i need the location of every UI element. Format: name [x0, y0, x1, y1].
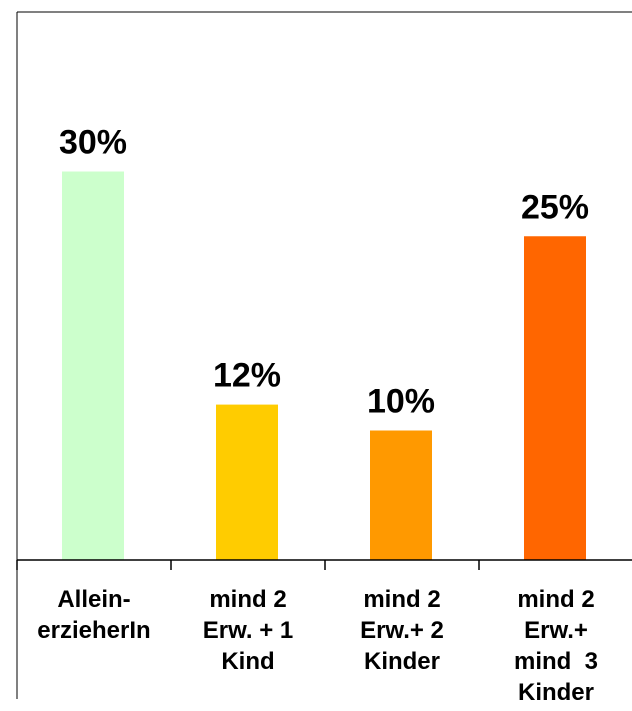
- bar-value-label: 25%: [521, 188, 589, 226]
- bars-group: [62, 171, 586, 560]
- bar-value-label: 12%: [213, 357, 281, 395]
- category-label: mind 2: [517, 586, 594, 613]
- category-label: Allein-: [57, 586, 130, 613]
- bar: [216, 404, 278, 560]
- category-label: mind 3: [514, 648, 598, 675]
- bar: [370, 430, 432, 560]
- bar-value-label: 30%: [59, 124, 127, 162]
- x-axis-ticks: [16, 560, 480, 570]
- category-label: Kinder: [364, 648, 440, 675]
- bar: [62, 171, 124, 560]
- category-labels-group: Allein-erzieherIn mind 2 Erw. + 1 Kind mind …: [37, 586, 598, 706]
- bar-value-label: 10%: [367, 383, 435, 421]
- category-label: Erw. + 1: [203, 617, 294, 644]
- category-label: erzieherIn: [37, 617, 150, 644]
- category-label: Kind: [221, 648, 274, 675]
- category-label: Erw.+: [524, 617, 588, 644]
- category-label: Erw.+ 2: [360, 617, 444, 644]
- bar: [524, 236, 586, 560]
- data-labels-group: 30% 12% 10% 25%: [59, 124, 589, 421]
- category-label: mind 2: [209, 586, 286, 613]
- category-label: Kinder: [518, 679, 594, 706]
- category-label: mind 2: [363, 586, 440, 613]
